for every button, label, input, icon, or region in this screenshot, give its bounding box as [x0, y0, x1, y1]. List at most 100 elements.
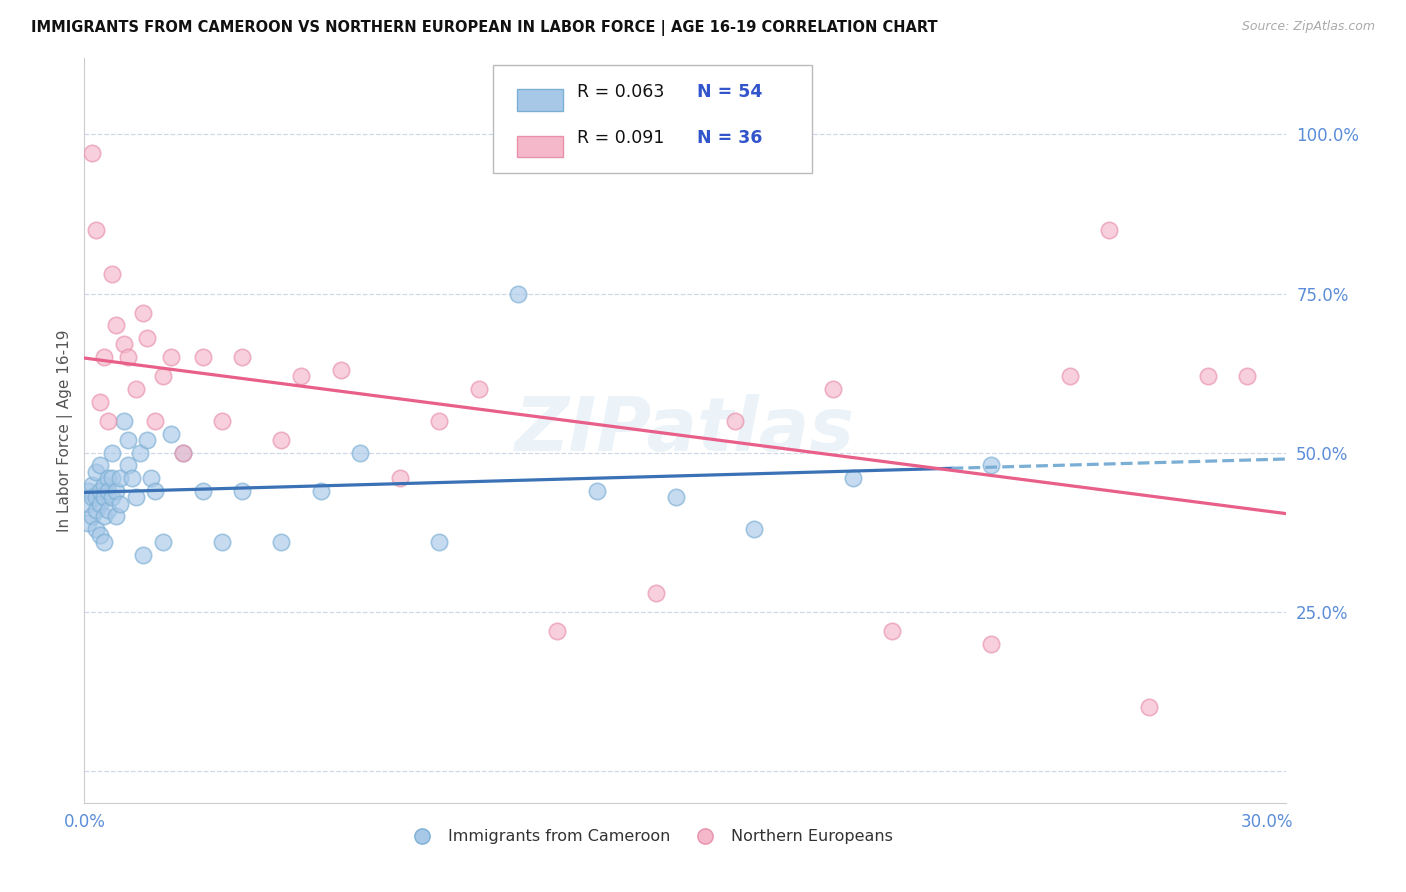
Point	[89, 458, 111, 473]
Text: R = 0.091: R = 0.091	[578, 129, 665, 147]
Point	[152, 369, 174, 384]
Point	[77, 516, 100, 530]
Point	[84, 503, 107, 517]
Point	[84, 522, 107, 536]
Point	[89, 528, 111, 542]
Text: R = 0.063: R = 0.063	[578, 83, 665, 101]
Point	[117, 350, 139, 364]
Point	[1236, 369, 1258, 384]
Point	[160, 350, 183, 364]
Point	[842, 471, 865, 485]
Point	[77, 497, 100, 511]
Point	[1137, 700, 1160, 714]
Point	[93, 477, 115, 491]
Point	[427, 534, 450, 549]
Point	[136, 433, 159, 447]
Point	[882, 624, 904, 638]
Point	[117, 433, 139, 447]
Point	[143, 483, 166, 498]
Point	[97, 471, 120, 485]
Point	[89, 497, 111, 511]
Point	[112, 414, 135, 428]
FancyBboxPatch shape	[494, 65, 811, 173]
Point	[82, 490, 104, 504]
Point	[506, 286, 529, 301]
Y-axis label: In Labor Force | Age 16-19: In Labor Force | Age 16-19	[58, 329, 73, 532]
Point	[1059, 369, 1081, 384]
Text: ZIPatlas: ZIPatlas	[516, 394, 855, 467]
Point	[211, 534, 233, 549]
Point	[724, 414, 747, 428]
Point	[77, 483, 100, 498]
Point	[112, 337, 135, 351]
Point	[128, 445, 150, 459]
Point	[329, 363, 352, 377]
Point	[136, 331, 159, 345]
Point	[132, 548, 155, 562]
Point	[427, 414, 450, 428]
Point	[290, 369, 312, 384]
Point	[101, 268, 124, 282]
Text: Source: ZipAtlas.com: Source: ZipAtlas.com	[1241, 20, 1375, 33]
Point	[104, 318, 127, 333]
Point	[93, 534, 115, 549]
Point	[89, 394, 111, 409]
Point	[104, 483, 127, 498]
Point	[84, 223, 107, 237]
Point	[97, 503, 120, 517]
Point	[172, 445, 194, 459]
Point	[231, 483, 253, 498]
Point	[124, 490, 146, 504]
Point	[121, 471, 143, 485]
Point	[270, 534, 292, 549]
Point	[124, 382, 146, 396]
Point	[82, 477, 104, 491]
Point	[101, 471, 124, 485]
Point	[270, 433, 292, 447]
Point	[89, 483, 111, 498]
Point	[172, 445, 194, 459]
Point	[823, 382, 845, 396]
Point	[108, 471, 131, 485]
Point	[132, 305, 155, 319]
Point	[546, 624, 568, 638]
Point	[349, 445, 371, 459]
Point	[191, 350, 214, 364]
Point	[388, 471, 411, 485]
Point	[117, 458, 139, 473]
Point	[97, 414, 120, 428]
Point	[93, 509, 115, 524]
Point	[93, 350, 115, 364]
Point	[664, 490, 686, 504]
Point	[104, 509, 127, 524]
Text: N = 36: N = 36	[697, 129, 763, 147]
Point	[744, 522, 766, 536]
Point	[152, 534, 174, 549]
Point	[82, 509, 104, 524]
Point	[143, 414, 166, 428]
Point	[191, 483, 214, 498]
Point	[82, 146, 104, 161]
Point	[160, 426, 183, 441]
Point	[467, 382, 489, 396]
Legend: Immigrants from Cameroon, Northern Europeans: Immigrants from Cameroon, Northern Europ…	[399, 823, 898, 851]
Point	[309, 483, 332, 498]
Point	[108, 497, 131, 511]
Point	[101, 445, 124, 459]
Point	[93, 490, 115, 504]
Point	[231, 350, 253, 364]
Text: N = 54: N = 54	[697, 83, 763, 101]
Point	[211, 414, 233, 428]
Point	[1197, 369, 1219, 384]
Point	[644, 585, 666, 599]
Point	[585, 483, 607, 498]
Point	[141, 471, 163, 485]
Point	[97, 483, 120, 498]
Point	[980, 458, 1002, 473]
Point	[1098, 223, 1121, 237]
Text: IMMIGRANTS FROM CAMEROON VS NORTHERN EUROPEAN IN LABOR FORCE | AGE 16-19 CORRELA: IMMIGRANTS FROM CAMEROON VS NORTHERN EUR…	[31, 20, 938, 36]
FancyBboxPatch shape	[517, 89, 562, 111]
Point	[101, 490, 124, 504]
Point	[84, 465, 107, 479]
Point	[84, 490, 107, 504]
